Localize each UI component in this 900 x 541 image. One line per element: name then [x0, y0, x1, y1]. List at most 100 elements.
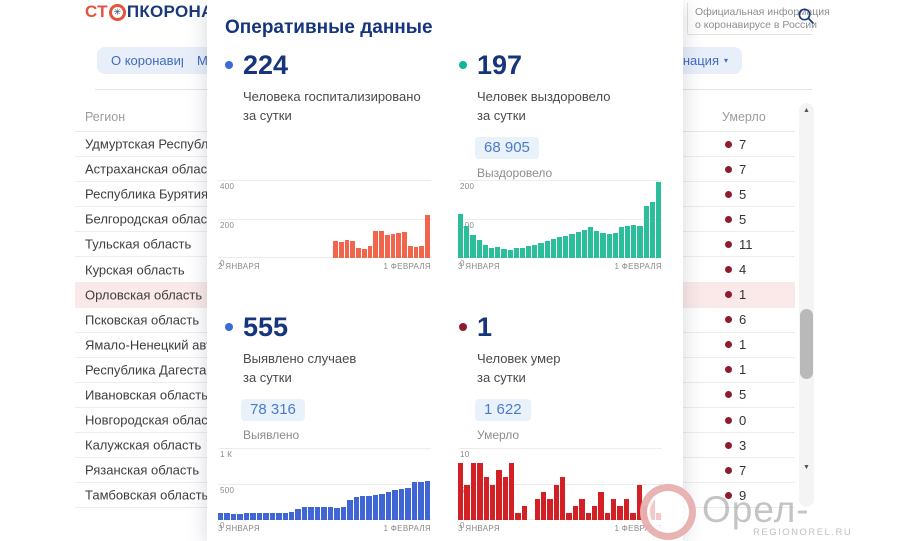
- bar: [230, 513, 237, 520]
- scrollbar-track[interactable]: [799, 103, 814, 507]
- watermark-subtitle: REGIONOREL.RU: [753, 527, 853, 538]
- scroll-up-icon[interactable]: ▲: [803, 107, 810, 114]
- died-bullet-icon: [725, 190, 732, 198]
- stat-bullet-icon: [459, 61, 467, 69]
- bar: [495, 247, 501, 258]
- total-detected-label: Выявлено: [243, 428, 300, 442]
- total-died-link[interactable]: 1 622: [475, 399, 531, 421]
- table-scrollbar[interactable]: ▲ ▼: [799, 103, 814, 507]
- search-icon[interactable]: [796, 6, 816, 26]
- bar: [458, 463, 464, 520]
- bar: [600, 232, 606, 258]
- gridline: [458, 218, 662, 220]
- bar: [458, 213, 464, 258]
- bar: [314, 506, 321, 520]
- died-count: 5: [739, 186, 747, 202]
- region-name: Белгородская область: [85, 211, 220, 227]
- bar: [501, 248, 507, 258]
- gridline: [218, 257, 431, 258]
- died-count: 7: [739, 161, 747, 177]
- bar: [476, 239, 482, 258]
- died-cell: 1: [725, 333, 746, 357]
- died-cell: 3: [725, 433, 746, 457]
- region-name: Новгородская область: [85, 412, 221, 428]
- bar: [482, 245, 488, 258]
- header-divider-right: [687, 34, 812, 35]
- bar: [521, 505, 528, 520]
- bar: [470, 463, 477, 520]
- bar: [321, 506, 327, 520]
- x-axis-tick: 1 ФЕВРАЛЯ: [383, 524, 431, 533]
- died-count: 0: [739, 412, 747, 428]
- bar: [637, 226, 643, 258]
- died-bullet-icon: [725, 266, 732, 274]
- official-info-line1: Официальная информация: [695, 6, 830, 18]
- bar: [611, 498, 617, 520]
- bar: [649, 202, 655, 258]
- died-cell: 5: [725, 207, 746, 231]
- recovered-chart: 200 100 0 3 ЯНВАРЯ 1 ФЕВРАЛЯ: [458, 180, 662, 271]
- y-axis-tick: 10: [460, 450, 470, 459]
- bar: [390, 233, 396, 258]
- bar: [604, 512, 610, 520]
- died-cell: 5: [725, 182, 746, 206]
- died-bullet-icon: [725, 341, 732, 349]
- y-axis-tick: 500: [220, 485, 235, 495]
- died-bullet-icon: [725, 416, 732, 424]
- died-bullet-icon: [725, 466, 732, 474]
- died-bullet-icon: [725, 291, 732, 299]
- bar: [579, 498, 585, 520]
- gridline: [218, 218, 431, 220]
- region-name: Рязанская область: [85, 462, 200, 478]
- died-bullet-icon: [725, 366, 732, 374]
- bar: [295, 509, 301, 520]
- bar: [224, 513, 230, 520]
- region-name: Тамбовская область: [85, 487, 209, 503]
- gridline: [218, 180, 431, 181]
- stat-detected: 555 Выявлено случаев за сутки 78 316 Выя…: [225, 310, 445, 442]
- gridline: [218, 448, 431, 449]
- stat-label-line2: за сутки: [243, 108, 292, 123]
- logo-text-prefix: СТ: [85, 2, 108, 21]
- bar: [618, 227, 625, 258]
- bar: [532, 244, 538, 258]
- died-cell: 7: [725, 157, 746, 181]
- stat-hospitalized: 224 Человека госпитализировано за сутки: [225, 48, 445, 125]
- bar: [538, 242, 544, 258]
- bar: [350, 241, 355, 258]
- bar: [308, 506, 314, 520]
- died-bullet-icon: [725, 165, 732, 173]
- total-detected-link[interactable]: 78 316: [241, 399, 305, 421]
- bar: [301, 506, 308, 520]
- bar: [256, 512, 263, 520]
- bar: [550, 238, 556, 258]
- bar: [269, 513, 276, 520]
- died-cell: 1: [725, 283, 746, 307]
- bar: [405, 488, 411, 520]
- died-count: 1: [739, 362, 747, 378]
- x-axis-tick: 1 ФЕВРАЛЯ: [614, 524, 662, 533]
- gridline: [458, 448, 662, 449]
- region-name: Орловская область: [85, 287, 203, 303]
- bar: [373, 231, 378, 258]
- bar: [366, 495, 372, 520]
- bars-area: [458, 181, 662, 258]
- bar: [464, 226, 470, 258]
- y-axis-tick: 0: [220, 259, 225, 268]
- died-count: 3: [739, 437, 747, 453]
- region-name: Астраханская область: [85, 161, 220, 177]
- scrollbar-thumb[interactable]: [800, 309, 813, 379]
- operational-data-modal: Оперативные данные 224 Человека госпитал…: [207, 0, 683, 541]
- official-info-text: Официальная информация о коронавирусе в …: [695, 6, 830, 32]
- bar: [617, 505, 623, 520]
- x-axis-tick: 3 ЯНВАРЯ: [458, 524, 500, 533]
- bar: [411, 482, 418, 520]
- bar: [418, 481, 424, 520]
- scroll-down-icon[interactable]: ▼: [803, 464, 810, 471]
- stat-value: 224: [243, 49, 289, 80]
- total-recovered-link[interactable]: 68 905: [475, 137, 539, 159]
- bar: [243, 513, 250, 520]
- y-axis-tick: 0: [460, 259, 465, 268]
- stat-bullet-icon: [225, 61, 233, 69]
- died-count: 1: [739, 337, 747, 353]
